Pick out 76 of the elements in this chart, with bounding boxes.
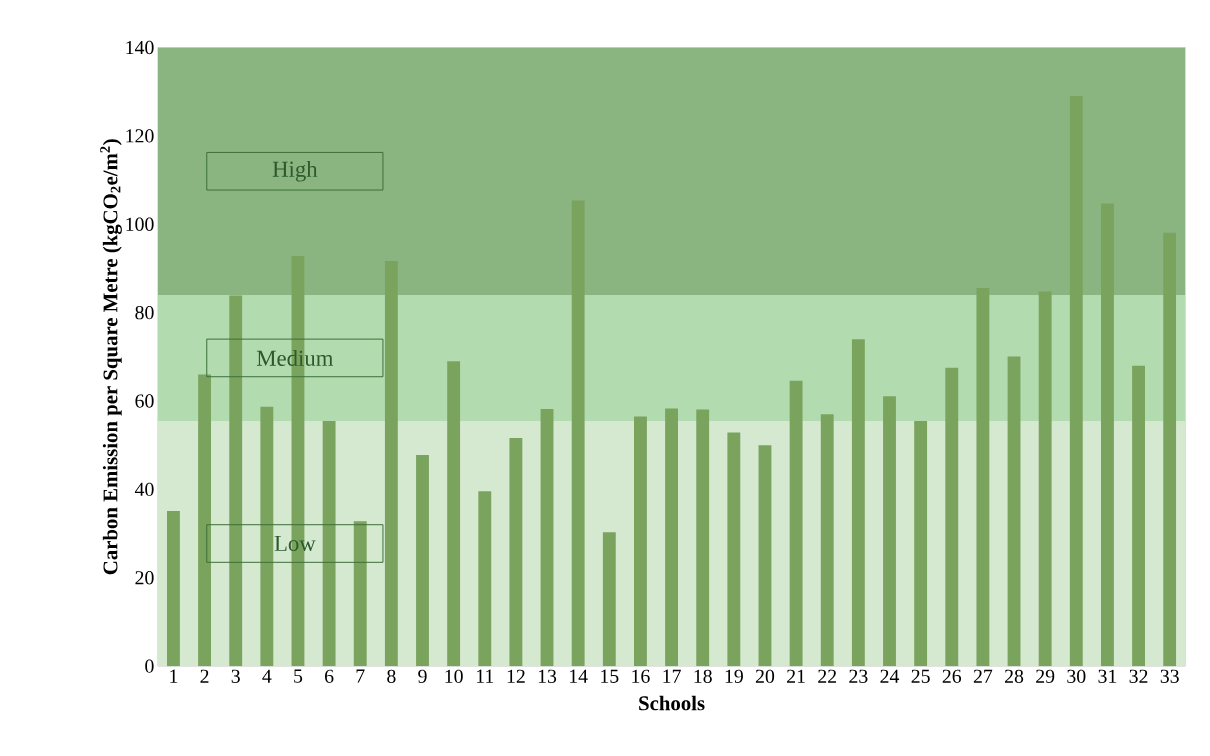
bar (758, 445, 772, 667)
bar (447, 361, 461, 667)
y-tick-label: 140 (126, 40, 154, 55)
bar (353, 521, 367, 667)
x-tick-label: 25 (911, 669, 930, 683)
x-tick-label: 6 (325, 669, 334, 683)
bar (634, 416, 647, 667)
bar (789, 380, 803, 667)
bar (727, 432, 741, 667)
bar (976, 287, 990, 667)
x-tick-label: 2 (200, 669, 209, 683)
bar (1132, 365, 1145, 667)
x-tick-label: 14 (570, 669, 588, 683)
x-tick-label: 24 (880, 669, 900, 683)
x-tick-label: 32 (1129, 669, 1148, 683)
y-tick-label: 40 (134, 482, 154, 496)
x-tick-label: 15 (601, 669, 619, 683)
x-tick-label: 23 (849, 669, 868, 683)
bar (229, 295, 243, 667)
x-tick-label: 30 (1067, 669, 1086, 683)
y-tick-label: 0 (145, 659, 154, 673)
bar (665, 408, 678, 667)
bar (540, 408, 554, 667)
x-tick-label: 3 (231, 669, 240, 683)
x-tick-label: 9 (418, 669, 427, 683)
y-tick-label: 80 (135, 305, 154, 320)
x-tick-label: 22 (818, 669, 837, 683)
x-tick-label: 1 (170, 669, 178, 683)
bar (602, 532, 616, 667)
bar (1163, 232, 1177, 667)
x-tick-label: 27 (973, 669, 993, 683)
bar (851, 339, 865, 667)
bar (478, 491, 492, 667)
x-tick-label: 12 (507, 669, 525, 683)
bar (509, 438, 523, 667)
y-tick-label: 20 (135, 570, 154, 585)
x-tick-label: 16 (632, 669, 650, 683)
x-tick-label: 33 (1160, 669, 1179, 683)
bar (571, 200, 585, 667)
bar (1069, 96, 1083, 667)
bar (820, 414, 834, 667)
x-tick-label: 19 (725, 669, 743, 683)
bar (883, 396, 896, 667)
bar (914, 420, 928, 667)
x-tick-label: 18 (694, 669, 712, 683)
x-tick-label: 5 (294, 669, 303, 683)
x-tick-label: 20 (755, 669, 775, 683)
x-axis-title: Schools (639, 695, 705, 711)
bar (260, 406, 274, 667)
band-label: High (272, 160, 318, 182)
y-tick-label: 120 (126, 129, 154, 143)
bar (1101, 203, 1114, 667)
bar (1038, 291, 1052, 667)
bar (945, 367, 959, 667)
y-tick-label: 60 (135, 394, 154, 408)
x-tick-label: 4 (262, 669, 272, 683)
bar (384, 260, 398, 667)
bar (1007, 356, 1021, 667)
x-tick-label: 31 (1098, 669, 1117, 683)
bar (322, 420, 336, 667)
x-tick-label: 17 (663, 669, 681, 683)
bar (198, 374, 212, 667)
x-tick-label: 7 (356, 669, 365, 683)
bar (696, 409, 710, 667)
x-tick-label: 11 (476, 669, 494, 683)
y-axis-title: Carbon Emission per Square Metre (kgCO$_{2}$e/m$^{2}$) (100, 139, 122, 575)
bar (167, 510, 180, 667)
bar (416, 454, 429, 667)
x-tick-label: 21 (787, 669, 805, 683)
x-tick-label: 13 (538, 669, 557, 683)
x-tick-label: 28 (1005, 669, 1024, 683)
y-tick-label: 100 (126, 217, 154, 231)
x-tick-label: 29 (1036, 669, 1055, 683)
x-tick-label: 8 (387, 669, 396, 683)
x-tick-label: 10 (445, 669, 463, 683)
x-tick-label: 26 (942, 669, 962, 683)
